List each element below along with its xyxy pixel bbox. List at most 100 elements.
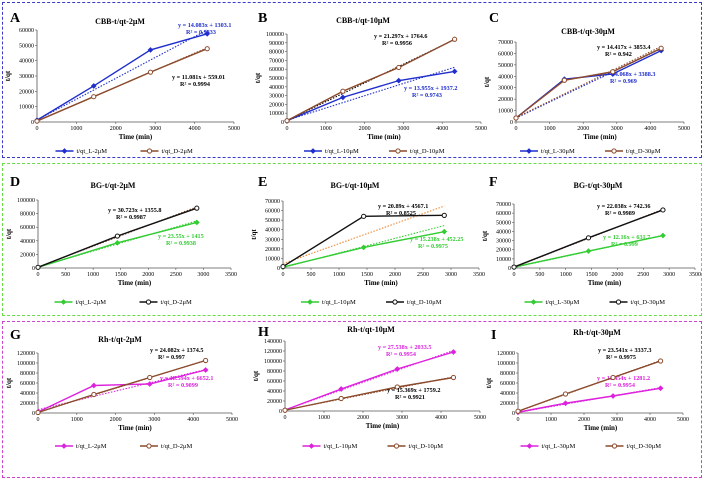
legend-swatch-marker [395, 148, 401, 154]
legend-swatch-marker [61, 443, 67, 449]
row-bg [2, 163, 702, 316]
y-tick-label: 60000 [269, 67, 284, 73]
trend-r2: R² = 0.8525 [386, 210, 416, 217]
x-tick-label: 5000 [474, 415, 486, 421]
data-point [562, 391, 569, 397]
data-point [610, 69, 616, 75]
series-line-l [517, 387, 661, 413]
legend-label: t/qt_L-30μM [541, 148, 575, 155]
y-axis-label: t/qt [254, 72, 262, 83]
y-tick-label: 60000 [20, 381, 35, 387]
legend-swatch-marker [145, 299, 152, 305]
y-tick-label: 40000 [265, 228, 280, 234]
trend-equation: y = 27.538x + 2033.5 [378, 344, 431, 351]
y-tick-label: 60000 [19, 28, 34, 34]
x-tick-label: 1500 [586, 272, 598, 278]
y-tick-label: 20000 [20, 401, 35, 407]
x-axis-label: Time (min) [367, 133, 401, 141]
y-tick-label: 120000 [17, 351, 35, 357]
legend-label: t/qt_D-10μM [410, 148, 445, 155]
y-tick-label: 10000 [265, 256, 280, 262]
y-tick-label: 60000 [265, 209, 280, 215]
legend-label: t/qt_D-10μM [409, 443, 444, 450]
y-tick-label: 0 [512, 411, 515, 417]
series-line-d [515, 47, 662, 119]
chart-title: Rh-t/qt-10μM [347, 325, 395, 334]
data-point [610, 374, 616, 381]
legend-swatch-marker [611, 443, 618, 449]
legend-swatch-marker [393, 443, 400, 449]
y-tick-label: 80000 [20, 371, 35, 377]
data-point [360, 244, 367, 251]
chart-title: CBB-t/qt-10μM [336, 16, 390, 25]
trend-equation: y = 21.297x + 1764.6 [374, 33, 427, 40]
data-point [91, 94, 97, 100]
y-tick-label: 60000 [498, 51, 513, 57]
data-point [610, 393, 616, 399]
x-tick-label: 1000 [320, 126, 332, 132]
trend-equation: y = 20.89x + 4567.1 [378, 203, 428, 210]
series-line-l [37, 369, 206, 413]
y-tick-label: 20000 [269, 102, 284, 108]
legend-swatch-marker [61, 148, 68, 154]
y-tick-label: 20000 [496, 248, 511, 254]
y-tick-label: 20000 [19, 89, 34, 95]
x-tick-label: 1500 [361, 272, 373, 278]
data-point [147, 69, 154, 75]
legend-label: t/qt_D-30μM [631, 299, 666, 306]
x-tick-label: 2500 [417, 272, 429, 278]
x-tick-label: 1000 [544, 126, 556, 132]
data-point [204, 30, 211, 37]
trend-r2: R² = 0.9921 [395, 394, 425, 401]
x-tick-label: 1000 [318, 415, 330, 421]
series-line-d [286, 38, 455, 122]
y-axis-label: t/qt [252, 370, 260, 381]
x-tick-label: 3000 [149, 126, 161, 132]
legend-swatch-marker [392, 299, 398, 305]
series-line-l [36, 33, 208, 121]
x-tick-label: 3000 [148, 417, 160, 423]
series-line-l [284, 351, 454, 411]
trendline-l [286, 66, 455, 121]
data-point [657, 358, 664, 364]
data-point [284, 118, 290, 124]
chart-title: CBB-t/qt-30μM [561, 27, 615, 36]
trend-r2: R² = 0.969 [610, 78, 637, 85]
x-tick-label: 4000 [187, 417, 199, 423]
trend-r2: R² = 0.999 [611, 241, 638, 248]
y-axis-label: t/qt [250, 229, 258, 240]
trend-r2: R² = 0.9833 [186, 29, 216, 36]
series-line-d [284, 376, 454, 411]
y-tick-label: 10000 [498, 109, 513, 115]
x-tick-label: 2000 [611, 272, 623, 278]
data-point [91, 391, 97, 398]
y-tick-label: 70000 [269, 58, 284, 64]
y-tick-label: 40000 [500, 391, 515, 397]
y-tick-label: 140000 [264, 339, 282, 345]
legend-swatch-marker [307, 299, 313, 305]
x-tick-label: 1000 [70, 126, 82, 132]
panel-letter: G [10, 328, 21, 343]
x-tick-label: 5000 [226, 417, 238, 423]
chart-panel-e: E BG-t/qt-10μM 0 500 1000 1500 2000 2500 3000 350… [250, 175, 485, 306]
x-axis-label: Time (min) [366, 422, 400, 430]
data-point [394, 384, 400, 390]
trend-equation: y = 13.955x + 1937.2 [404, 85, 457, 92]
data-point [585, 235, 592, 241]
trend-r2: R² = 0.9099 [168, 382, 198, 389]
data-point [338, 395, 344, 402]
y-tick-label: 90000 [269, 41, 284, 47]
panel-letter: F [489, 175, 498, 190]
chart-title: BG-t/qt-10μM [331, 181, 380, 190]
x-tick-label: 3500 [225, 272, 237, 278]
legend-label: t/qt_D-2μM [161, 299, 193, 306]
trend-equation: y = 12.16x + 631.7 [603, 234, 650, 241]
x-tick-label: 4000 [435, 415, 447, 421]
legend-swatch-marker [146, 148, 153, 154]
data-point [340, 88, 346, 94]
panel-letter: C [489, 11, 499, 26]
y-tick-label: 0 [32, 266, 35, 272]
x-axis-label: Time (min) [118, 424, 152, 432]
data-point [338, 386, 345, 392]
x-tick-label: 3000 [663, 272, 675, 278]
